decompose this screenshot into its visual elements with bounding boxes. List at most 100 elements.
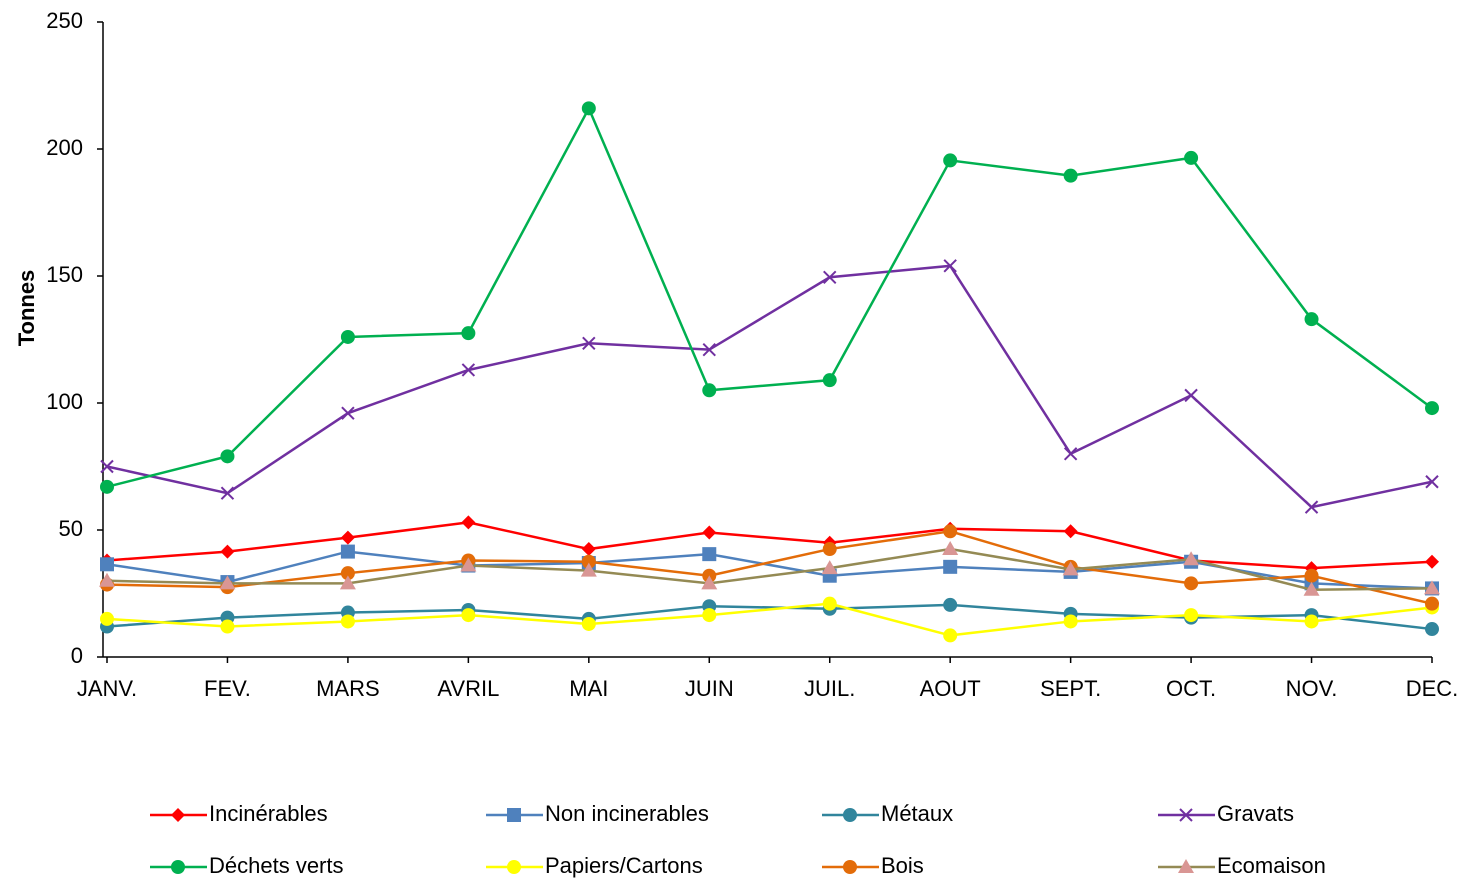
data-point xyxy=(1425,554,1439,569)
data-point xyxy=(461,363,476,377)
data-point xyxy=(581,554,596,569)
data-point xyxy=(220,544,235,559)
data-point xyxy=(340,329,355,344)
data-point xyxy=(340,614,355,629)
data-point xyxy=(1303,581,1320,596)
y-tick-label: 0 xyxy=(71,643,83,668)
legend-marker xyxy=(1178,859,1194,873)
data-point xyxy=(461,608,476,623)
data-point xyxy=(822,373,837,388)
data-point xyxy=(1063,614,1078,629)
data-point xyxy=(702,525,717,540)
data-point xyxy=(220,449,235,464)
data-point xyxy=(1304,312,1319,327)
y-tick-label: 200 xyxy=(46,135,83,160)
data-point xyxy=(582,336,596,351)
data-point xyxy=(1424,580,1440,595)
data-point xyxy=(701,575,718,590)
data-point xyxy=(100,459,114,474)
data-point xyxy=(823,270,837,284)
data-point xyxy=(821,560,838,575)
legend-marker xyxy=(843,860,857,874)
legend-label: Ecomaison xyxy=(1217,853,1326,878)
data-point xyxy=(219,575,236,590)
y-tick-label: 50 xyxy=(59,516,83,541)
data-point xyxy=(1304,568,1319,583)
data-point xyxy=(340,566,355,581)
data-point xyxy=(943,153,958,168)
series-line xyxy=(106,264,1433,509)
data-point xyxy=(943,597,958,612)
legend-label: Bois xyxy=(881,853,924,878)
x-tick-label: MAI xyxy=(569,676,608,701)
data-point xyxy=(1425,401,1439,416)
data-point xyxy=(581,616,596,631)
data-point xyxy=(99,572,115,587)
x-tick-label: JANV. xyxy=(77,676,137,701)
data-point xyxy=(702,383,717,398)
data-point xyxy=(1425,622,1439,637)
data-point xyxy=(341,406,355,420)
data-point xyxy=(1184,608,1199,623)
legend-label: Non incinerables xyxy=(545,801,709,826)
data-point xyxy=(1425,596,1439,611)
legend-marker xyxy=(1179,808,1193,822)
data-point xyxy=(702,608,717,623)
data-point xyxy=(460,557,477,572)
data-point xyxy=(220,619,235,634)
data-point xyxy=(581,101,596,116)
data-point xyxy=(1304,614,1319,629)
x-tick-label: AOUT xyxy=(920,676,981,701)
data-point xyxy=(1183,551,1200,566)
data-point xyxy=(220,486,235,500)
series-line xyxy=(106,602,1433,637)
data-point xyxy=(1184,150,1199,165)
data-point xyxy=(100,611,114,626)
data-point xyxy=(1184,388,1198,403)
x-tick-label: SEPT. xyxy=(1040,676,1101,701)
x-tick-label: DEC. xyxy=(1406,676,1459,701)
data-point xyxy=(822,596,837,611)
y-tick-label: 100 xyxy=(46,389,83,414)
series-line xyxy=(106,547,1433,591)
data-point xyxy=(822,542,837,557)
data-point xyxy=(1063,524,1078,539)
x-tick-label: JUIN xyxy=(685,676,734,701)
x-tick-label: MARS xyxy=(316,676,380,701)
y-tick-label: 250 xyxy=(46,8,83,33)
x-tick-label: NOV. xyxy=(1286,676,1338,701)
y-tick-label: 150 xyxy=(46,262,83,287)
data-point xyxy=(1184,576,1199,591)
data-point xyxy=(1304,500,1319,514)
data-point xyxy=(1063,447,1078,461)
data-point xyxy=(581,542,596,557)
data-point xyxy=(1425,475,1439,489)
data-point xyxy=(339,575,356,590)
legend-label: Incinérables xyxy=(209,801,328,826)
data-point xyxy=(461,515,476,530)
data-point xyxy=(943,559,958,574)
data-point xyxy=(461,326,476,341)
legend-label: Papiers/Cartons xyxy=(545,853,703,878)
legend-marker xyxy=(843,808,857,822)
data-point xyxy=(702,547,717,562)
data-point xyxy=(580,562,597,577)
legend-label: Métaux xyxy=(881,801,953,826)
x-tick-label: FEV. xyxy=(204,676,251,701)
data-point xyxy=(943,524,958,539)
data-point xyxy=(1063,168,1078,183)
legend-marker xyxy=(171,860,185,874)
series-line xyxy=(106,529,1433,605)
legend-label: Déchets verts xyxy=(209,853,344,878)
data-point xyxy=(943,628,958,643)
data-point xyxy=(340,530,355,545)
x-tick-label: JUIL. xyxy=(804,676,855,701)
legend-marker xyxy=(507,808,521,822)
series-line xyxy=(106,521,1433,570)
legend-marker xyxy=(171,808,185,822)
x-tick-label: AVRIL xyxy=(437,676,499,701)
legend-label: Gravats xyxy=(1217,801,1294,826)
legend-marker xyxy=(507,860,521,874)
data-point xyxy=(942,541,959,556)
